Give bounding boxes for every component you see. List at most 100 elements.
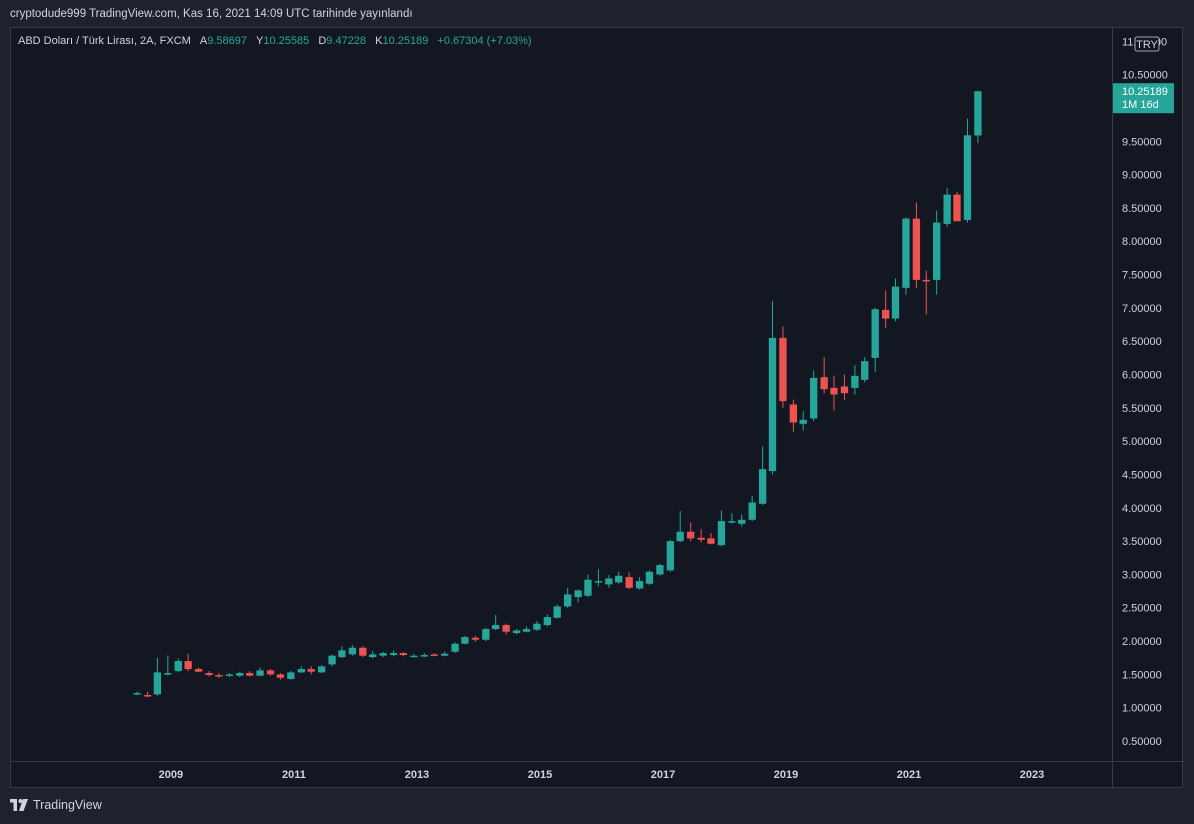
time-tick-label: 2011 <box>282 769 306 781</box>
candle <box>697 529 705 543</box>
candle-body <box>420 655 428 657</box>
time-tick-label: 2021 <box>897 769 921 781</box>
price-tick-label: 7.00000 <box>1122 303 1162 315</box>
candle <box>174 658 182 673</box>
candle-body <box>851 375 859 388</box>
candle-body <box>840 386 849 394</box>
candle-body <box>164 673 172 675</box>
candle-body <box>933 222 941 280</box>
candle <box>522 626 531 633</box>
candle-body <box>317 666 326 673</box>
candle-body <box>143 695 152 697</box>
price-tick-label: 9.00000 <box>1122 170 1162 182</box>
tradingview-brand[interactable]: TradingView <box>10 798 102 812</box>
candle <box>502 623 510 635</box>
candle-body <box>461 637 469 644</box>
candle <box>194 667 203 673</box>
candle-body <box>615 575 623 583</box>
candle-body <box>563 594 572 607</box>
candle <box>902 217 910 295</box>
candle <box>758 446 767 506</box>
candle <box>851 365 859 395</box>
candle-body <box>717 521 726 546</box>
candle-body <box>553 606 561 618</box>
candle-body <box>758 469 767 504</box>
time-axis[interactable]: 2009 2011 2013 2015 2017 2019 2021 2023 <box>159 769 1045 781</box>
candle-body <box>656 565 664 575</box>
candle <box>953 191 961 222</box>
legend-close-value: 10.25189 <box>382 35 429 47</box>
candle <box>779 326 787 408</box>
chart-pane[interactable]: 0.50000 1.00000 1.50000 2.00000 2.50000 3.000… <box>10 27 1184 789</box>
candle-body <box>399 653 408 656</box>
candle <box>963 118 972 223</box>
candle-body <box>676 531 684 542</box>
candle-body <box>338 650 346 658</box>
candle <box>635 577 644 590</box>
candle-body <box>810 377 818 419</box>
candle <box>369 651 377 659</box>
candle <box>287 671 295 680</box>
candle-body <box>779 337 787 402</box>
candle-body <box>266 670 275 675</box>
candle <box>563 587 572 608</box>
price-tick-label: 2.50000 <box>1122 603 1162 615</box>
candle-body <box>974 91 982 136</box>
candle-body <box>902 218 910 288</box>
candle-body <box>768 337 777 472</box>
candle <box>430 653 438 657</box>
candle <box>789 399 798 432</box>
candle-body <box>256 670 264 676</box>
legend-symbol: ABD Doları / Türk Lirası, 2A, FXCM <box>18 35 191 47</box>
price-tick-label: 4.50000 <box>1122 469 1162 481</box>
candle-body <box>728 521 736 523</box>
candle <box>543 614 552 627</box>
price-tick-label: 8.00000 <box>1122 236 1162 248</box>
candle <box>328 654 336 667</box>
candle <box>420 653 428 658</box>
candle-body <box>943 194 951 224</box>
brand-name: TradingView <box>33 798 102 812</box>
candlestick-chart[interactable]: 0.50000 1.00000 1.50000 2.00000 2.50000 3.000… <box>11 28 1184 789</box>
candle <box>830 375 838 411</box>
candle-body <box>297 669 305 673</box>
legend-high-value: 10.25585 <box>263 35 310 47</box>
candle <box>625 572 633 590</box>
candle <box>492 615 500 631</box>
candle-body <box>276 674 285 678</box>
candle-body <box>748 502 756 520</box>
candle <box>389 650 398 657</box>
candle-body <box>184 661 192 670</box>
candle <box>615 571 623 584</box>
candle <box>266 669 275 676</box>
candle-body <box>738 519 746 524</box>
price-tick-label: 1.00000 <box>1122 703 1162 715</box>
candle <box>245 671 254 677</box>
price-axis[interactable]: 0.50000 1.00000 1.50000 2.00000 2.50000 3.000… <box>1122 36 1168 748</box>
price-tick-label: 3.00000 <box>1122 569 1162 581</box>
candle <box>861 357 869 383</box>
candle-body <box>953 194 961 222</box>
candle <box>236 671 244 678</box>
svg-text:TRY: TRY <box>1136 39 1158 51</box>
price-tick-label: 6.00000 <box>1122 370 1162 382</box>
candle-body <box>215 675 223 677</box>
candle <box>605 575 613 588</box>
candle <box>748 495 756 522</box>
candle-body <box>369 654 377 658</box>
candle-body <box>635 581 644 589</box>
candle <box>553 604 561 619</box>
candle-body <box>789 404 798 423</box>
candle <box>215 673 223 678</box>
candle-body <box>912 218 921 280</box>
candle <box>133 691 141 696</box>
candle <box>317 665 326 674</box>
candle <box>840 374 849 400</box>
candle <box>891 278 900 322</box>
candle <box>297 666 305 674</box>
candle <box>256 667 264 677</box>
candle <box>943 187 951 227</box>
candle-body <box>861 361 869 380</box>
candle <box>594 569 603 587</box>
legend-close-key: K <box>375 35 383 47</box>
